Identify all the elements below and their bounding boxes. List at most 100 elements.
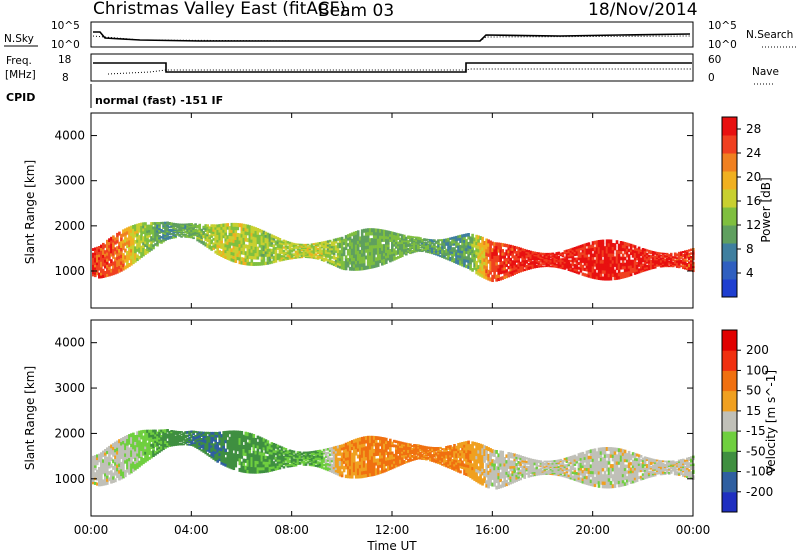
echo-cell xyxy=(192,437,195,439)
echo-cell xyxy=(393,458,396,462)
echo-cell xyxy=(148,224,151,228)
echo-cell xyxy=(477,242,480,246)
echo-cell xyxy=(627,268,631,272)
echo-cell xyxy=(244,452,248,457)
echo-cell xyxy=(164,227,167,231)
echo-cell xyxy=(549,252,553,255)
echo-cell xyxy=(381,253,384,257)
echo-cell xyxy=(232,440,236,445)
echo-cell xyxy=(216,249,220,253)
echo-cell xyxy=(254,441,258,445)
echo-cell xyxy=(565,266,569,269)
echo-cell xyxy=(240,444,244,449)
echo-cell xyxy=(96,262,99,266)
echo-cell xyxy=(453,238,456,242)
echo-cell xyxy=(443,253,446,256)
echo-cell xyxy=(324,244,328,247)
echo-cell xyxy=(637,257,641,261)
echo-cell xyxy=(539,252,543,255)
echo-cell xyxy=(354,448,358,453)
echo-cell xyxy=(98,477,101,481)
echo-cell xyxy=(98,475,101,479)
echo-cell xyxy=(182,234,185,237)
echo-cell xyxy=(597,256,601,261)
echo-cell xyxy=(419,250,422,252)
echo-cell xyxy=(210,438,214,442)
echo-cell xyxy=(140,222,143,227)
echo-cell xyxy=(677,258,681,261)
echo-cell xyxy=(120,455,123,460)
echo-cell xyxy=(108,247,111,252)
echo-cell xyxy=(132,250,135,255)
echo-cell xyxy=(399,443,402,446)
echo-cell xyxy=(140,228,143,232)
echo-cell xyxy=(252,460,256,464)
echo-cell xyxy=(350,465,354,470)
echo-cell xyxy=(601,246,605,251)
echo-cell xyxy=(559,261,563,264)
echo-cell xyxy=(316,458,320,461)
echo-cell xyxy=(557,258,561,261)
echo-cell xyxy=(397,461,400,465)
echo-cell xyxy=(563,264,567,267)
echo-cell xyxy=(262,233,266,237)
echo-cell xyxy=(156,230,159,233)
echo-cell xyxy=(559,266,563,269)
echo-cell xyxy=(126,254,129,259)
echo-cell xyxy=(344,258,348,262)
echo-cell xyxy=(475,244,478,249)
echo-cell xyxy=(116,236,119,241)
echo-cell xyxy=(641,259,645,263)
echo-cell xyxy=(292,249,296,252)
echo-cell xyxy=(148,234,151,238)
echo-cell xyxy=(158,222,161,225)
echo-cell xyxy=(180,440,183,442)
echo-cell xyxy=(429,249,432,252)
echo-cell xyxy=(435,248,438,251)
echo-cell xyxy=(248,452,252,457)
echo-cell xyxy=(260,446,264,450)
echo-cell xyxy=(92,479,95,482)
echo-cell xyxy=(529,262,533,265)
echo-cell xyxy=(308,256,312,259)
echo-cell xyxy=(160,440,163,443)
echo-cell xyxy=(308,459,312,462)
echo-cell xyxy=(671,258,675,261)
echo-cell xyxy=(383,261,386,265)
echo-cell xyxy=(336,262,340,266)
echo-cell xyxy=(280,246,284,249)
echo-cell xyxy=(106,255,109,259)
echo-cell xyxy=(531,266,535,269)
echo-cell xyxy=(491,251,494,256)
echo-cell xyxy=(284,462,288,465)
echo-cell xyxy=(162,436,165,439)
echo-cell xyxy=(342,241,346,245)
echo-cell xyxy=(619,272,623,276)
echo-cell xyxy=(140,462,143,466)
echo-cell xyxy=(120,465,123,470)
echo-cell xyxy=(168,442,171,445)
echo-cell xyxy=(684,250,687,253)
echo-cell xyxy=(306,250,310,253)
echo-cell xyxy=(202,241,206,244)
echo-cell xyxy=(270,241,274,245)
echo-cell xyxy=(360,460,364,465)
echo-cell xyxy=(413,248,416,251)
echo-cell xyxy=(260,452,264,456)
echo-cell xyxy=(533,265,537,268)
echo-cell xyxy=(567,256,571,259)
echo-cell xyxy=(190,231,193,234)
echo-cell xyxy=(240,451,244,456)
echo-cell xyxy=(154,442,157,446)
echo-cell xyxy=(150,434,153,438)
echo-cell xyxy=(286,456,290,459)
echo-cell xyxy=(132,468,135,472)
echo-cell xyxy=(340,236,344,241)
echo-cell xyxy=(607,239,611,244)
echo-cell xyxy=(493,242,496,247)
echo-cell xyxy=(395,453,398,457)
echo-cell xyxy=(230,459,234,463)
echo-cell xyxy=(100,455,103,459)
echo-cell xyxy=(274,236,278,239)
echo-cell xyxy=(228,257,232,261)
